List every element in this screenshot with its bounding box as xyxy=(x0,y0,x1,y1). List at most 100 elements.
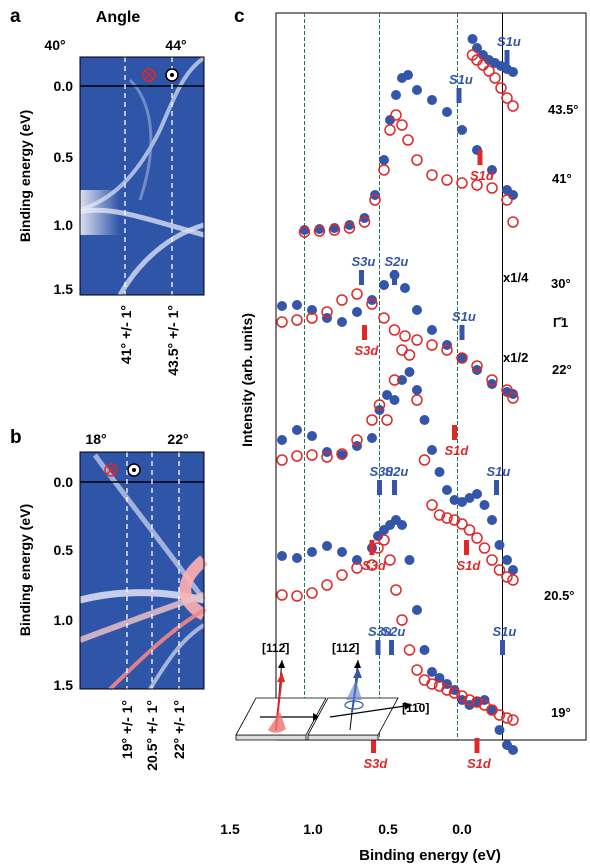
data-point xyxy=(411,334,423,346)
panel-a-ylabel: Binding energy (eV) xyxy=(17,110,33,242)
data-point xyxy=(427,667,437,677)
data-point xyxy=(291,590,303,602)
panel-a-spin-out-icon xyxy=(165,68,179,82)
peak-marker xyxy=(392,270,397,285)
panel-a-top-tick-40: 40° xyxy=(44,37,65,53)
peak-marker xyxy=(504,50,510,65)
data-point xyxy=(494,725,505,735)
data-point xyxy=(419,415,430,425)
panel-b-cut-label-20_5: 20.5° +/- 1° xyxy=(144,700,160,771)
series-2 xyxy=(299,70,518,235)
curve-label-22: 22° xyxy=(552,362,572,377)
peak-marker xyxy=(359,270,364,285)
peak-marker xyxy=(369,540,375,555)
data-point xyxy=(501,571,513,583)
data-point xyxy=(411,154,423,166)
data-point xyxy=(378,164,390,176)
data-point xyxy=(337,317,347,327)
peak-label: S1d xyxy=(445,443,470,458)
data-point xyxy=(463,524,476,536)
panel-a-map-bg xyxy=(80,57,204,295)
data-point xyxy=(457,125,467,135)
panel-c-xtick-0_0: 0.0 xyxy=(452,821,472,837)
peak-label: S3d xyxy=(355,343,380,358)
panel-b: b 18° 22° Binding energy (eV xyxy=(10,427,208,771)
data-point xyxy=(427,325,437,335)
data-point xyxy=(449,495,460,505)
data-point xyxy=(399,330,411,342)
data-point xyxy=(426,678,438,690)
data-point xyxy=(292,553,302,563)
peak-marker xyxy=(392,480,397,495)
data-point xyxy=(388,324,401,336)
data-point xyxy=(390,584,402,596)
data-point xyxy=(378,534,390,546)
series-5 xyxy=(276,288,519,404)
peak-label: S3d xyxy=(364,756,389,771)
data-point xyxy=(388,374,401,386)
peak-marker xyxy=(474,738,480,753)
data-point xyxy=(477,59,489,71)
data-point xyxy=(291,314,303,326)
peak-label: S2u xyxy=(385,254,409,269)
data-point xyxy=(508,745,518,755)
data-point xyxy=(277,551,287,561)
panel-b-ytick-0_5: 0.5 xyxy=(54,542,74,558)
series-7 xyxy=(276,344,519,586)
panel-a-ytick-0_5: 0.5 xyxy=(54,149,74,165)
data-point xyxy=(321,579,333,591)
panel-a-band-3 xyxy=(117,222,205,297)
data-point xyxy=(337,547,347,557)
inset-label-2: [112̄] xyxy=(332,641,359,655)
peak-label: S2u xyxy=(385,464,409,479)
data-point xyxy=(321,451,333,463)
peak-label: S1u xyxy=(497,34,521,49)
panel-b-top-tick-22: 22° xyxy=(167,431,188,447)
data-point xyxy=(508,389,518,399)
data-point xyxy=(367,295,377,305)
panel-b-spin-in-icon xyxy=(104,463,118,477)
data-point xyxy=(306,587,318,599)
data-point xyxy=(351,288,363,300)
panel-b-ytick-1_5: 1.5 xyxy=(54,677,74,693)
data-point xyxy=(494,540,505,550)
data-point xyxy=(441,512,453,524)
series-3 xyxy=(298,109,519,238)
peak-label: S1u xyxy=(449,72,473,87)
data-point xyxy=(403,70,413,80)
data-point xyxy=(502,555,512,565)
data-point xyxy=(493,709,506,721)
panel-b-cut-label-19: 19° +/- 1° xyxy=(119,700,135,759)
data-point xyxy=(321,306,333,318)
panel-c-frame xyxy=(275,12,587,741)
data-point xyxy=(507,100,519,112)
data-point xyxy=(359,213,370,223)
data-point xyxy=(291,450,303,462)
data-point xyxy=(358,216,371,228)
scale-label-half: x1/2 xyxy=(503,350,528,365)
peak-label: S1u xyxy=(493,624,517,639)
data-point xyxy=(403,644,416,656)
data-point xyxy=(336,448,348,460)
curve-label-20_5: 20.5° xyxy=(544,588,575,603)
data-point xyxy=(501,712,513,724)
peak-marker xyxy=(377,480,382,495)
data-point xyxy=(328,224,341,236)
peak-label: S3d xyxy=(362,558,387,573)
peak-marker xyxy=(371,738,376,753)
data-point xyxy=(307,431,317,441)
data-point xyxy=(501,194,513,206)
data-point xyxy=(471,532,483,544)
data-point xyxy=(487,515,497,525)
data-point xyxy=(472,365,482,375)
data-point xyxy=(426,499,438,511)
data-point xyxy=(411,664,423,676)
data-point xyxy=(434,673,445,683)
panel-b-ylabel: Binding energy (eV) xyxy=(17,504,33,636)
panel-c-data-marks xyxy=(276,34,519,755)
data-point xyxy=(307,305,317,315)
data-point xyxy=(378,312,390,324)
peak-marker xyxy=(500,640,505,655)
data-point xyxy=(366,559,378,571)
